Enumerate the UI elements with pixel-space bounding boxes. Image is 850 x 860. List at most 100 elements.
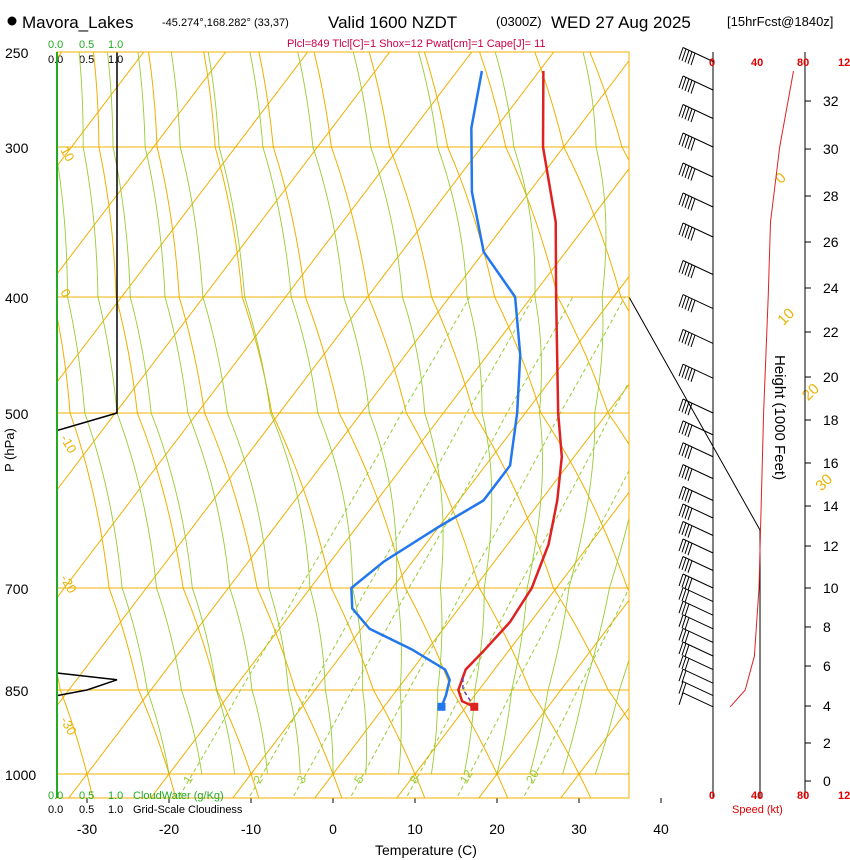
wind-barb-feather	[678, 587, 684, 600]
moist-adiabat-24	[529, 52, 607, 775]
wind-barb-feather	[687, 578, 693, 591]
wind-barb-staff	[682, 328, 714, 344]
cloudiness-trace	[57, 52, 118, 774]
wind-barb	[678, 420, 714, 438]
wind-barb-feather	[678, 614, 684, 627]
wind-barb-feather	[684, 576, 690, 589]
cloud-scale-bot-0: 0.0	[48, 804, 63, 816]
wind-barb	[678, 538, 714, 556]
dry-adiabat-label-10: 10	[57, 144, 77, 164]
station-name: Mavora_Lakes	[22, 13, 134, 32]
wind-barb-feather	[687, 543, 693, 556]
wind-barb	[678, 328, 714, 348]
wind-barb-feather	[687, 197, 693, 210]
wind-barb-feather	[681, 164, 687, 177]
mixing-ratio-label-12: 12	[457, 767, 476, 786]
moist-adiabat--4	[170, 52, 301, 775]
isotherm--90	[57, 52, 145, 167]
height-tick-label-18: 18	[823, 412, 839, 428]
wind-barb	[678, 573, 714, 591]
isotherm-label-0: 0	[772, 169, 790, 187]
isotherm-label-30: 30	[812, 471, 836, 495]
wind-barb-feather	[690, 138, 696, 151]
dry-adiabat--20	[57, 313, 177, 798]
wind-barb-feather	[681, 105, 687, 119]
height-tick-label-0: 0	[823, 773, 831, 789]
wind-barb-staff	[682, 556, 714, 571]
speed-tick-bot-0: 0	[709, 790, 715, 802]
wind-barb	[678, 556, 714, 573]
wind-barb-feather	[678, 486, 684, 499]
wind-barb-feather	[690, 334, 696, 348]
wind-barb-feather	[690, 228, 696, 241]
wind-barb	[678, 692, 714, 708]
wind-barb-feather	[678, 692, 684, 705]
wind-barb-feather	[684, 467, 690, 480]
cloud-scale-top-2: 1.0	[108, 54, 123, 66]
cloud-scale-top-0: 0.0	[48, 54, 63, 66]
dry-adiabat-80	[589, 52, 629, 162]
wind-barb-feather	[678, 75, 684, 89]
wind-barb-feather	[681, 261, 687, 275]
wind-speed-trace	[729, 70, 794, 708]
cw-scale-top-0: 0.0	[48, 39, 63, 51]
speed-tick-bot-2: 80	[797, 790, 809, 802]
height-tick-label-10: 10	[823, 580, 839, 596]
wind-barb-staff	[682, 587, 714, 603]
wind-barb	[678, 600, 714, 617]
isotherm--10	[232, 275, 629, 798]
wind-barb-staff	[682, 420, 714, 436]
wind-barb-feather	[687, 167, 693, 180]
wind-barb-staff	[682, 294, 714, 310]
height-axis-label: Height (1000 Feet)	[771, 355, 788, 480]
isotherm-20	[478, 599, 629, 798]
moist-adiabat-20	[494, 52, 543, 775]
wind-barb-staff	[682, 521, 714, 536]
wind-barb-staff	[682, 260, 714, 275]
wind-barb-feather	[690, 81, 696, 94]
wind-barb-feather	[678, 364, 684, 377]
wind-barb-feather	[684, 366, 690, 380]
wind-barb-feather	[678, 47, 684, 60]
wind-barb-feather	[678, 503, 684, 517]
wind-barb-staff	[682, 47, 714, 62]
wind-barb	[678, 47, 714, 66]
wind-barb-feather	[681, 77, 687, 90]
wind-barb-feather	[678, 420, 684, 434]
wind-barb-feather	[678, 260, 684, 273]
wind-barb-feather	[684, 541, 690, 554]
wind-barb-feather	[678, 294, 684, 307]
wind-barb	[678, 75, 714, 94]
wind-barb-staff	[682, 627, 714, 643]
pressure-tick-label-400: 400	[5, 290, 29, 306]
dry-adiabat-60	[479, 52, 629, 446]
isotherm--60	[57, 52, 391, 491]
moist-adiabat--16	[78, 52, 203, 775]
wind-barb-staff	[682, 503, 714, 519]
wind-barb-staff	[682, 641, 714, 657]
wind-barb-feather	[684, 506, 690, 519]
wind-barb-feather	[687, 298, 693, 311]
height-tick-label-16: 16	[823, 455, 839, 471]
stability-indices: Plcl=849 Tlcl[C]=1 Shox=12 Pwat[cm]=1 Ca…	[287, 38, 546, 50]
forecast-hours: [15hrFcst@1840z]	[727, 14, 833, 29]
temperature-tick-label-20: 20	[489, 821, 505, 837]
wind-barb-feather	[684, 107, 690, 120]
wind-barb-feather	[681, 629, 687, 642]
axes: 0246810121416182022242628303225030040050…	[5, 45, 839, 837]
surface-dewpoint-marker	[437, 702, 446, 711]
wind-barb-feather	[681, 443, 687, 457]
mixing-ratio-1	[177, 296, 471, 798]
moist-adiabat-0	[207, 52, 334, 775]
wind-barb-feather	[690, 300, 696, 313]
wind-barb-feather	[681, 670, 687, 683]
wind-barb	[678, 503, 714, 521]
wind-barb-feather	[690, 52, 696, 66]
wind-barb	[678, 192, 714, 211]
wind-barb-feather	[690, 168, 696, 181]
mixing-ratio-label-1: 1	[180, 773, 196, 786]
dry-adiabat-50	[423, 52, 629, 592]
wind-barb	[678, 294, 714, 313]
moist-adiabat--8	[137, 52, 268, 775]
wind-barb	[678, 464, 714, 481]
